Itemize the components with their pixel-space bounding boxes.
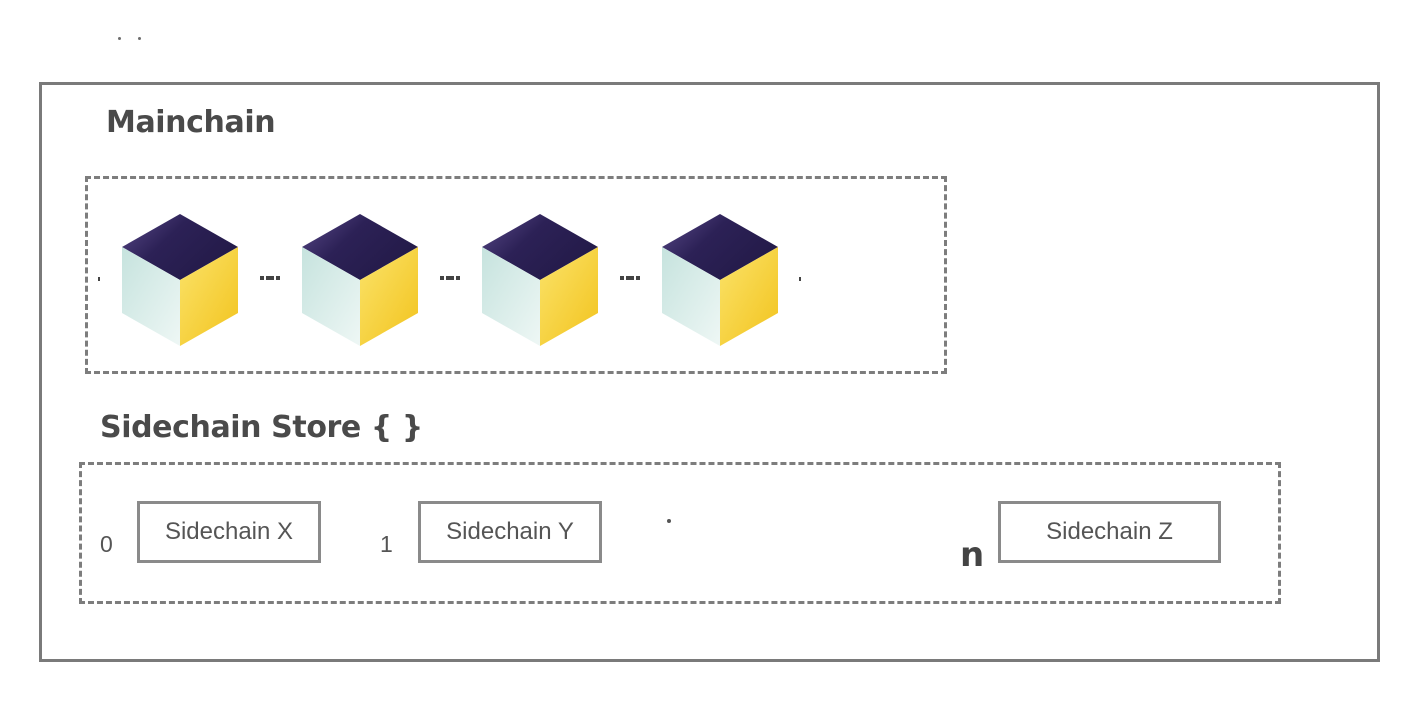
block-link (618, 276, 642, 280)
block-4 (662, 214, 778, 346)
sidechain-store-title: Sidechain Store { } (100, 410, 423, 445)
block-1 (122, 214, 238, 346)
mainchain-container (85, 176, 947, 374)
mainchain-title: Mainchain (106, 105, 276, 140)
sidechain-index-n: n (960, 535, 985, 575)
sidechain-z-box: Sidechain Z (998, 501, 1221, 563)
chain-start-tick (98, 277, 100, 281)
ellipsis-dot (667, 519, 671, 523)
block-cube-icon (662, 214, 778, 346)
sidechain-label: Sidechain X (164, 518, 294, 545)
block-2 (302, 214, 418, 346)
block-3 (482, 214, 598, 346)
block-link (438, 276, 462, 280)
sidechain-x-box: Sidechain X (137, 501, 321, 563)
dot (118, 37, 121, 40)
sidechain-index-1: 1 (380, 531, 393, 557)
block-cube-icon (122, 214, 238, 346)
dot (138, 37, 141, 40)
block-cube-icon (302, 214, 418, 346)
sidechain-y-box: Sidechain Y (418, 501, 602, 563)
chain-end-tick (799, 277, 801, 281)
block-link (258, 276, 282, 280)
sidechain-store-container (79, 462, 1281, 604)
decorative-dots (116, 30, 146, 44)
sidechain-label: Sidechain Y (446, 518, 574, 545)
sidechain-label: Sidechain Z (1046, 518, 1173, 545)
block-cube-icon (482, 214, 598, 346)
sidechain-index-0: 0 (100, 531, 113, 557)
